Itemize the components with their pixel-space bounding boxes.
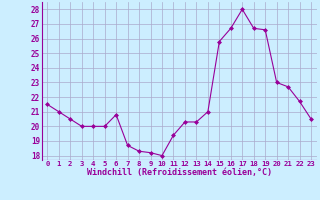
X-axis label: Windchill (Refroidissement éolien,°C): Windchill (Refroidissement éolien,°C) (87, 168, 272, 177)
